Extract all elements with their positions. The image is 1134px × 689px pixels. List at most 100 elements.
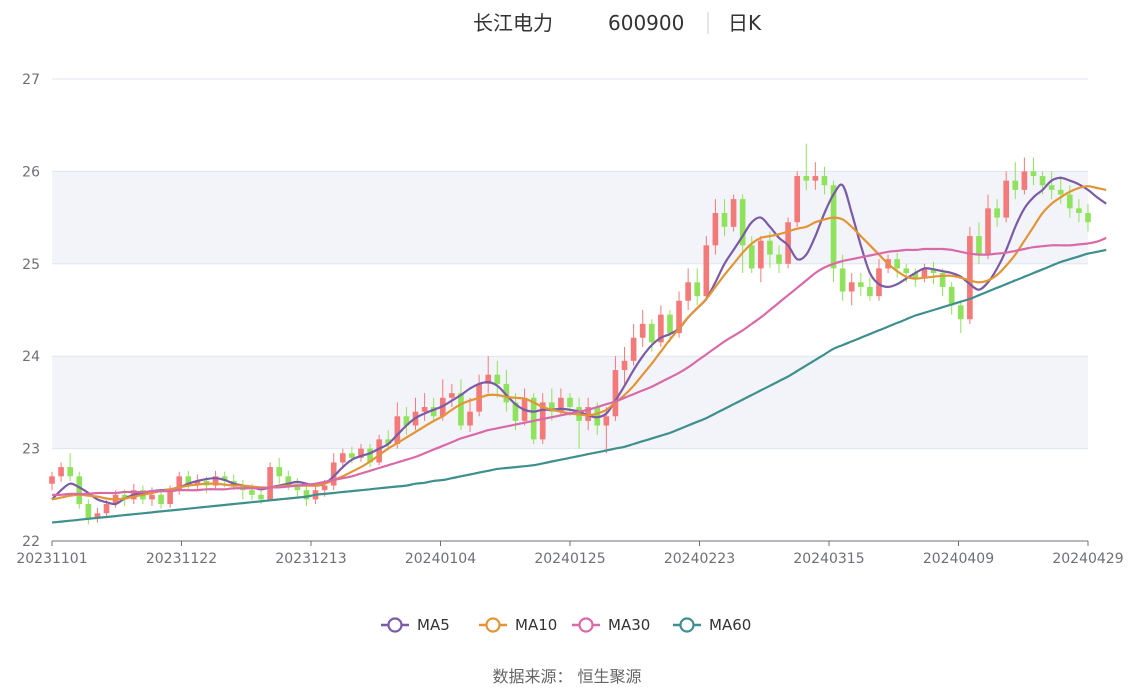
candle-body [376, 439, 382, 463]
candle-body [558, 397, 564, 412]
candle [894, 252, 900, 278]
legend-item-ma10: MA10 [479, 616, 557, 634]
candle-body [539, 402, 546, 440]
x-tick-label: 20240429 [1052, 551, 1123, 567]
candle-body [294, 483, 301, 491]
candle-body [349, 453, 355, 458]
candle [403, 407, 410, 435]
candle-body [758, 240, 764, 269]
y-tick-label: 24 [22, 349, 40, 365]
legend-item-ma5: MA5 [381, 616, 450, 634]
candle-body [494, 374, 501, 384]
candle-body [176, 476, 183, 491]
candle-body [939, 273, 946, 287]
candle-body [421, 407, 428, 412]
candle-body [585, 407, 591, 421]
candle-body [103, 504, 110, 514]
legend-item-ma30: MA30 [572, 616, 650, 634]
legend-marker [578, 617, 594, 633]
candle [739, 194, 746, 274]
candle-body [276, 467, 283, 477]
candle [339, 448, 346, 469]
moving-average-lines [51, 176, 1107, 524]
candle-body [1030, 171, 1037, 177]
candle-body [1067, 194, 1073, 209]
x-tick-label: 20240409 [923, 551, 994, 567]
candle [185, 470, 192, 492]
candle-body [530, 397, 537, 440]
candle-body [385, 439, 392, 444]
candle [1057, 176, 1064, 204]
candle-body [912, 273, 919, 278]
candle [721, 199, 728, 237]
candle [948, 282, 955, 315]
candle [830, 180, 837, 283]
x-tick-label: 20231101 [16, 551, 87, 567]
candle-body [158, 494, 164, 505]
candle-body [739, 199, 746, 246]
candle-body [621, 360, 628, 371]
y-tick-label: 25 [22, 257, 40, 273]
candle-body [876, 268, 882, 297]
x-tick-label: 20240125 [534, 551, 605, 567]
candle [821, 166, 828, 195]
candle [785, 217, 791, 269]
candle-body [921, 268, 928, 278]
candle [803, 143, 810, 190]
candle-body [821, 176, 828, 186]
candle-body [776, 254, 782, 264]
candle-body [94, 513, 101, 518]
candle-body [785, 222, 791, 264]
candle [376, 434, 382, 466]
candle-body [1012, 180, 1019, 190]
legend: MA5 MA10 MA30 MA60 [381, 616, 751, 634]
candle-body [957, 305, 964, 320]
candle-body [267, 467, 273, 500]
candle-body [1085, 212, 1091, 223]
candle [857, 273, 864, 297]
y-tick-label: 26 [22, 164, 40, 180]
candle-body [212, 476, 219, 486]
candle [730, 194, 737, 232]
candle [503, 370, 510, 412]
x-tick-label: 20240315 [793, 551, 864, 567]
candle [957, 300, 964, 334]
x-tick-label: 20231213 [275, 551, 346, 567]
candle-body [667, 314, 673, 334]
candle-body [394, 416, 401, 444]
candle [212, 470, 219, 491]
legend-label: MA10 [515, 616, 557, 634]
candle-body [894, 259, 900, 269]
candle-body [1021, 171, 1028, 190]
candle [812, 162, 819, 190]
candle [612, 356, 619, 421]
candle [667, 310, 673, 343]
candle-body [430, 407, 437, 417]
candle-body [485, 374, 492, 384]
ma10-line [51, 185, 1107, 501]
candle-body [467, 411, 473, 426]
candle [485, 356, 492, 394]
candle-body [639, 323, 646, 338]
candle [776, 245, 782, 274]
candle-body [730, 199, 737, 227]
candle [194, 474, 201, 491]
candle [703, 236, 710, 301]
candle [67, 453, 73, 481]
candle-body [1048, 185, 1055, 190]
band-1 [52, 171, 1088, 264]
candle-body [848, 282, 855, 292]
legend-marker [679, 617, 695, 633]
candle [985, 194, 991, 260]
y-axis: 22 23 24 25 26 27 [22, 72, 40, 550]
candle [1048, 171, 1055, 200]
candle-body [767, 240, 773, 255]
x-tick-label: 20231122 [146, 551, 217, 567]
candle-body [930, 268, 937, 274]
candle [976, 222, 982, 264]
candle-body [830, 185, 837, 269]
candle [85, 499, 92, 525]
candle [930, 261, 937, 285]
candle [685, 268, 691, 310]
candle-body [512, 402, 519, 421]
